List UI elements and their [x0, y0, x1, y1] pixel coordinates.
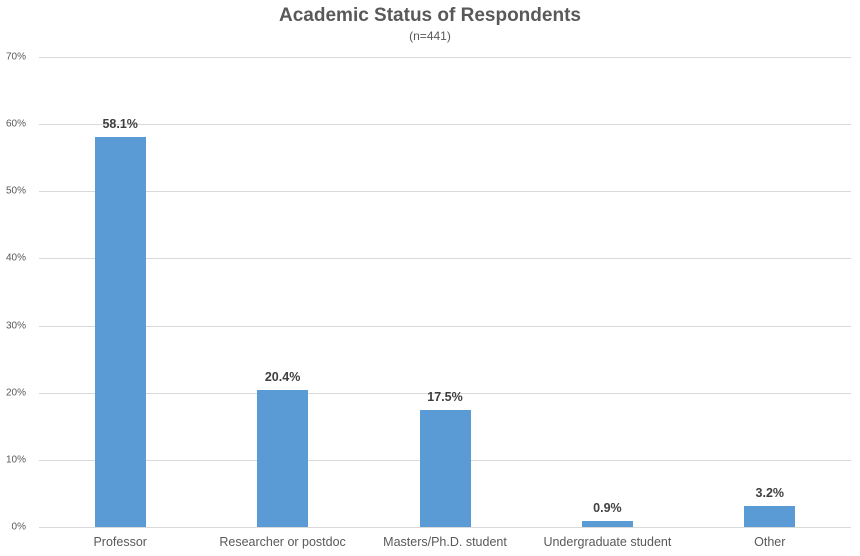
x-category-label: Undergraduate student — [543, 535, 672, 549]
data-label: 0.9% — [593, 500, 622, 515]
y-tick-label: 60% — [5, 118, 26, 130]
gridline — [39, 258, 851, 260]
x-category-label: Other — [754, 535, 786, 549]
x-category-label: Researcher or postdoc — [219, 535, 346, 549]
bar — [419, 409, 471, 527]
bar — [257, 390, 309, 527]
gridline — [39, 527, 851, 528]
gridline — [39, 57, 851, 58]
y-tick-label: 30% — [5, 320, 26, 332]
bar — [581, 520, 633, 527]
bar — [744, 505, 796, 527]
gridline — [39, 325, 851, 327]
x-category-label: Professor — [93, 535, 147, 549]
y-tick-label: 70% — [5, 51, 26, 63]
x-category-label: Masters/Ph.D. student — [383, 535, 507, 549]
gridline — [39, 191, 851, 193]
gridline — [39, 124, 851, 126]
data-label: 3.2% — [755, 485, 785, 500]
data-label: 17.5% — [427, 389, 463, 404]
chart-title: Academic Status of Respondents — [279, 5, 581, 26]
bar — [94, 136, 146, 527]
gridline — [39, 392, 851, 394]
chart-subtitle: (n=441) — [409, 29, 451, 43]
y-tick-label: 10% — [5, 454, 26, 466]
y-tick-label: 0% — [11, 521, 26, 533]
data-label: 58.1% — [102, 116, 138, 131]
data-label: 20.4% — [264, 370, 301, 385]
y-tick-label: 50% — [5, 185, 26, 197]
y-tick-label: 20% — [5, 387, 26, 399]
y-tick-label: 40% — [5, 252, 26, 264]
